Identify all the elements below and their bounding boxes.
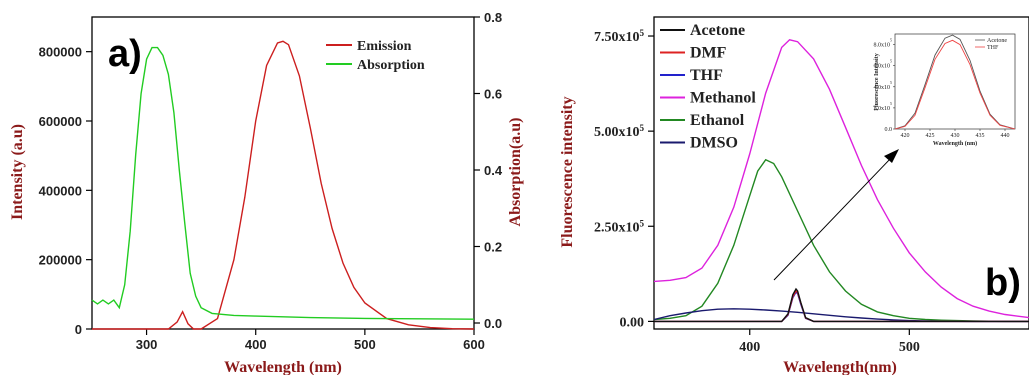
legend-label-thf: THF [690,67,723,84]
panel-a-ytick-label: 400000 [39,183,82,198]
legend-label-acetone: Acetone [690,22,745,39]
panel-b-xtick-label: 500 [899,340,920,355]
inset-xtick-label: 420 [901,133,910,139]
panel-a-legend: Emission Absorption [326,39,425,73]
series-line-methanol [653,39,1029,319]
panel-a-ylabel: Intensity (a.u) [9,124,26,220]
panel-b-xtick-label: 400 [739,340,760,355]
panel-b-frame [653,16,1029,330]
legend-label-emission: Emission [357,39,412,54]
panel-a-y2label: Absorption(a.u) [507,118,524,227]
inset-chart: 420 425 430 435 440 0.0 2.0x105 4.0x105 6.0x105… [872,32,1022,147]
panel-a: 300 400 500 600 0 200000 400000 600000 800000 0… [9,10,524,375]
panel-a-y2tick-label: 0.4 [484,163,503,178]
legend-label-ethanol: Ethanol [690,112,745,129]
panel-a-label: a) [108,33,142,75]
inset-series-line-thf [894,39,1016,130]
panel-a-ytick-label: 600000 [39,114,82,129]
legend-label-dmf: DMF [690,45,727,62]
series-line-absorption [91,46,475,320]
panel-a-ytick-label: 0 [75,322,82,337]
inset-series-line-acetone [894,34,1016,130]
panel-a-y2tick-label: 0.2 [484,240,502,255]
panel-a-xtick-label: 500 [354,337,376,352]
inset-ytick-label: 6.0x105 [874,60,893,70]
inset-ylabel: Fluorescence Intensity [874,53,880,110]
series-line-acetone [654,287,1029,323]
legend-label-absorption: Absorption [357,58,425,73]
inset-background [872,32,1022,144]
legend-label-methanol: Methanol [690,90,756,107]
panel-a-y2tick-label: 0.6 [484,87,502,102]
panel-a-xtick-label: 600 [463,337,485,352]
inset-legend-label-acetone: Acetone [987,38,1007,44]
inset-ytick-label: 0.0 [885,127,893,133]
series-line-emission [92,40,475,330]
inset-xtick-label: 425 [926,133,935,139]
panel-a-ytick-label: 200000 [39,253,82,268]
series-line-dmso [653,308,1029,323]
inset-xtick-label: 440 [1001,133,1010,139]
panel-a-xtick-label: 400 [245,337,267,352]
panel-b-xlabel: Wavelength(nm) [783,359,897,375]
panel-b: 400 500 0.00 2.50x105 5.00x105 7.50x105 Wave… [559,16,1029,375]
inset-ytick-label: 4.0x105 [874,81,893,91]
panel-b-ytick-label: 2.50x105 [594,218,645,235]
panel-a-y2tick-label: 0.0 [484,316,502,331]
panel-a-ytick-label: 800000 [39,45,82,60]
panel-a-y2tick-label: 0.8 [484,10,502,25]
inset-ytick-label: 2.0x105 [874,102,893,112]
inset-xlabel: Wavelength (nm) [933,140,977,147]
series-line-ethanol [653,158,1029,323]
inset-arrow-head [884,149,899,163]
panel-b-ytick-label: 0.00 [620,315,645,330]
panel-a-frame [91,16,475,330]
panel-a-xtick-label: 300 [136,337,158,352]
panel-a-xlabel: Wavelength (nm) [224,359,342,375]
inset-arrow [773,149,899,281]
inset-xtick-label: 435 [976,133,985,139]
legend-label-dmso: DMSO [690,135,738,152]
panel-b-ytick-label: 7.50x105 [594,28,645,45]
inset-legend-label-thf: THF [987,45,999,51]
panel-b-ytick-label: 5.00x105 [594,123,645,140]
inset-legend: Acetone THF [975,38,1007,51]
panel-b-ylabel: Fluorescence intensity [559,96,576,247]
inset-ytick-label: 8.0x105 [874,39,893,49]
inset-arrow-line [773,156,893,281]
panel-b-legend: Acetone DMF THF Methanol Ethanol DMSO [660,22,756,152]
inset-xtick-label: 430 [951,133,960,139]
panel-b-label: b) [985,262,1021,304]
